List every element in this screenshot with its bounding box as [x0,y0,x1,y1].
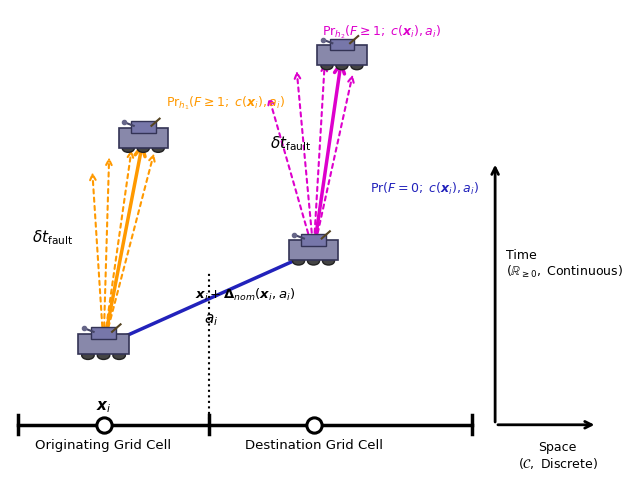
FancyBboxPatch shape [78,334,129,355]
Text: $\boldsymbol{x}_i + \boldsymbol{\Delta}_{nom}(\boldsymbol{x}_i, a_i)$: $\boldsymbol{x}_i + \boldsymbol{\Delta}_… [195,286,296,302]
Text: $a_i$: $a_i$ [204,312,218,328]
Text: $\mathrm{Pr}_{h_2}(F \geq 1;\ c(\boldsymbol{x}_i), a_i)$: $\mathrm{Pr}_{h_2}(F \geq 1;\ c(\boldsym… [322,24,441,41]
FancyBboxPatch shape [317,46,367,66]
Circle shape [336,63,348,71]
Text: Space
$(\mathcal{C},$ Discrete$)$: Space $(\mathcal{C},$ Discrete$)$ [518,440,598,470]
Circle shape [122,145,134,153]
Text: Destination Grid Cell: Destination Grid Cell [244,438,383,451]
Circle shape [137,145,149,153]
Text: $\delta t_{\mathrm{fault}}$: $\delta t_{\mathrm{fault}}$ [270,134,312,153]
FancyBboxPatch shape [289,241,338,261]
Text: Originating Grid Cell: Originating Grid Cell [35,438,172,451]
Text: $\boldsymbol{x}_i$: $\boldsymbol{x}_i$ [96,399,111,414]
Text: $\mathrm{Pr}_{h_1}(F \geq 1;\ c(\boldsymbol{x}_i), a_i)$: $\mathrm{Pr}_{h_1}(F \geq 1;\ c(\boldsym… [166,94,285,111]
Circle shape [292,258,305,265]
Circle shape [308,258,319,265]
Circle shape [323,258,335,265]
Circle shape [82,351,94,360]
FancyBboxPatch shape [131,122,156,134]
FancyBboxPatch shape [301,234,326,246]
FancyBboxPatch shape [330,39,355,51]
Circle shape [321,63,333,71]
Circle shape [113,351,125,360]
Circle shape [97,351,110,360]
Text: $\delta t_{\mathrm{fault}}$: $\delta t_{\mathrm{fault}}$ [32,228,73,247]
Circle shape [351,63,363,71]
FancyBboxPatch shape [118,128,168,148]
FancyBboxPatch shape [91,327,116,340]
Text: Time
$(\mathbb{R}_{\geq 0},$ Continuous$)$: Time $(\mathbb{R}_{\geq 0},$ Continuous$… [506,248,623,279]
Circle shape [152,145,164,153]
Text: $\mathrm{Pr}(F = 0;\ c(\boldsymbol{x}_i), a_i)$: $\mathrm{Pr}(F = 0;\ c(\boldsymbol{x}_i)… [371,181,479,197]
